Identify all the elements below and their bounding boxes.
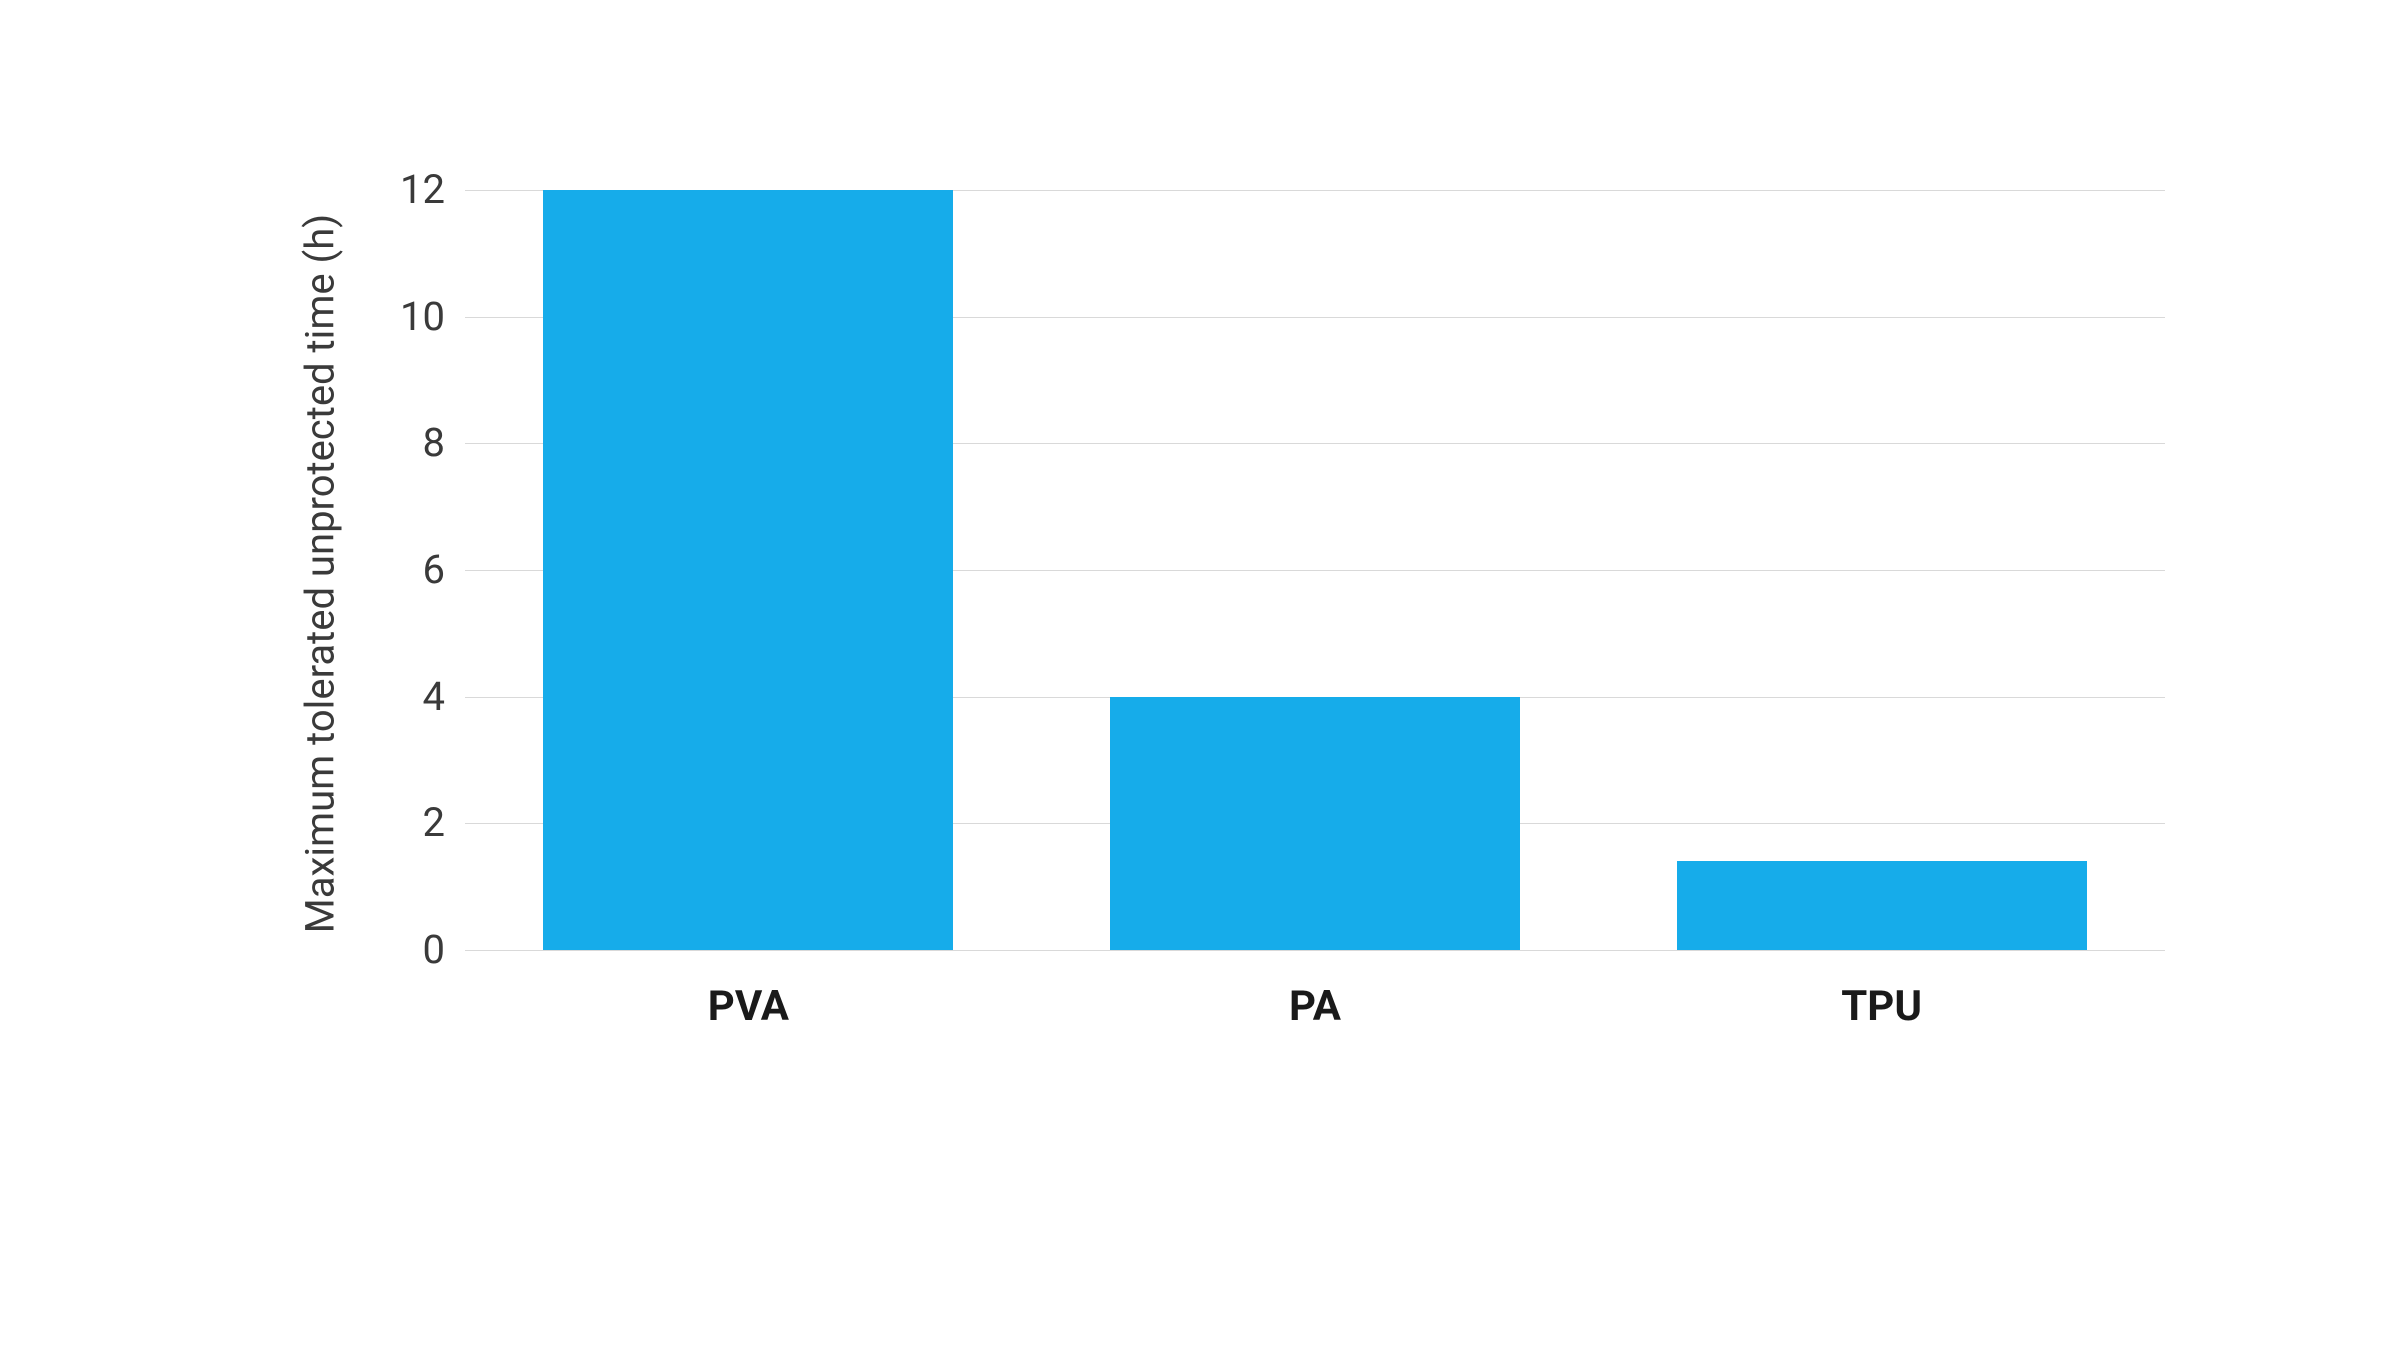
y-tick-label: 12: [245, 166, 445, 213]
x-tick-label: PVA: [543, 982, 953, 1031]
bar: [1677, 861, 2087, 950]
y-tick-label: 6: [245, 546, 445, 593]
x-tick-label: PA: [1110, 982, 1520, 1031]
x-tick-label: TPU: [1677, 982, 2087, 1031]
y-tick-label: 8: [245, 419, 445, 466]
plot-area: 024681012PVAPATPU: [465, 190, 2165, 950]
bar: [543, 190, 953, 950]
bar-chart: Maximum tolerated unprotected time (h) 0…: [0, 0, 2400, 1349]
gridline: [465, 950, 2165, 951]
y-tick-label: 10: [245, 293, 445, 340]
y-tick-label: 0: [245, 926, 445, 973]
y-tick-label: 4: [245, 673, 445, 720]
y-tick-label: 2: [245, 799, 445, 846]
bar: [1110, 697, 1520, 950]
